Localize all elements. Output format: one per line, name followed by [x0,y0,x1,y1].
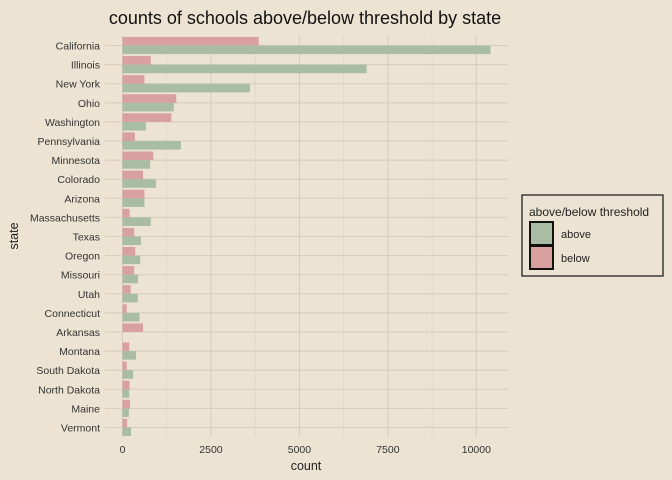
x-tick-label: 2500 [199,444,223,456]
bar-above-ohio [122,102,174,112]
y-tick-label: Massachusetts [30,212,100,224]
y-tick-label: Ohio [78,98,100,110]
legend-box [521,194,664,277]
chart-title: counts of schools above/below threshold … [109,8,501,28]
bar-above-colorado [122,179,157,188]
legend-label-above: above [561,229,591,241]
bar-below-california [122,36,259,46]
bar-below-oregon [122,247,136,256]
bar-above-minnesota [122,160,151,169]
y-tick-label: North Dakota [38,384,100,396]
y-tick-label: Illinois [71,60,100,72]
y-tick-label: Minnesota [52,155,101,167]
bar-above-arizona [122,198,145,207]
bar-above-north-dakota [122,389,130,398]
legend-label-below: below [561,253,590,265]
bar-above-utah [122,293,138,303]
bar-below-missouri [122,266,135,275]
bar-below-arizona [122,189,145,199]
y-tick-label: Utah [78,289,100,301]
x-axis-title: count [291,459,322,473]
bar-above-illinois [122,64,367,74]
legend-swatch-above [529,221,554,246]
y-tick-label: South Dakota [36,365,100,377]
bar-below-ohio [122,94,177,103]
bar-below-new-york [122,75,145,84]
bars [122,36,491,437]
bar-above-pennsylvania [122,141,181,150]
bar-below-arkansas [122,323,144,332]
bar-below-minnesota [122,151,154,161]
y-tick-label: Missouri [61,270,100,282]
bar-above-washington [122,121,146,131]
y-tick-label: Arizona [64,193,100,205]
legend: above/below threshold above below [521,194,664,277]
x-tick-label: 5000 [288,444,312,456]
y-tick-label: Arkansas [56,327,100,339]
bar-below-illinois [122,56,151,65]
bar-above-vermont [122,427,131,437]
bar-above-connecticut [122,312,140,322]
y-axis-labels: California Illinois New York Ohio Washington… [30,41,101,435]
bar-above-texas [122,236,141,246]
bar-below-vermont [122,418,128,428]
bar-below-montana [122,342,130,352]
bar-above-new-york [122,83,250,93]
bar-below-utah [122,285,131,294]
bar-below-connecticut [122,304,127,313]
bar-below-texas [122,227,135,237]
x-tick-label: 7500 [376,444,400,456]
y-tick-label: Oregon [65,251,100,263]
y-axis-title: state [7,222,21,249]
x-tick-label: 10000 [462,444,491,456]
legend-swatch-below [529,245,554,270]
bar-below-massachusetts [122,208,130,218]
bar-above-south-dakota [122,370,134,379]
x-axis-labels: 0 2500 5000 7500 10000 [120,444,492,456]
x-tick-label: 0 [120,444,126,456]
y-tick-label: Connecticut [45,308,101,320]
bar-below-colorado [122,170,144,180]
legend-title: above/below threshold [529,205,649,219]
y-tick-label: Maine [71,403,100,415]
bar-below-north-dakota [122,380,130,390]
bar-below-south-dakota [122,361,127,371]
y-tick-label: California [56,41,101,53]
bar-below-pennsylvania [122,132,135,142]
bar-above-maine [122,408,129,417]
y-tick-label: Vermont [61,422,100,434]
y-tick-label: Texas [73,232,100,244]
y-tick-label: Washington [45,117,100,129]
y-tick-label: Montana [59,346,100,358]
y-tick-label: Pennsylvania [38,136,101,148]
bar-above-massachusetts [122,217,151,226]
y-tick-label: New York [56,79,101,91]
bar-below-maine [122,399,130,409]
bar-above-california [122,45,491,55]
y-tick-label: Colorado [57,174,100,186]
bar-below-washington [122,113,172,122]
bar-above-oregon [122,255,141,265]
bar-above-montana [122,351,136,360]
bar-above-missouri [122,274,139,284]
